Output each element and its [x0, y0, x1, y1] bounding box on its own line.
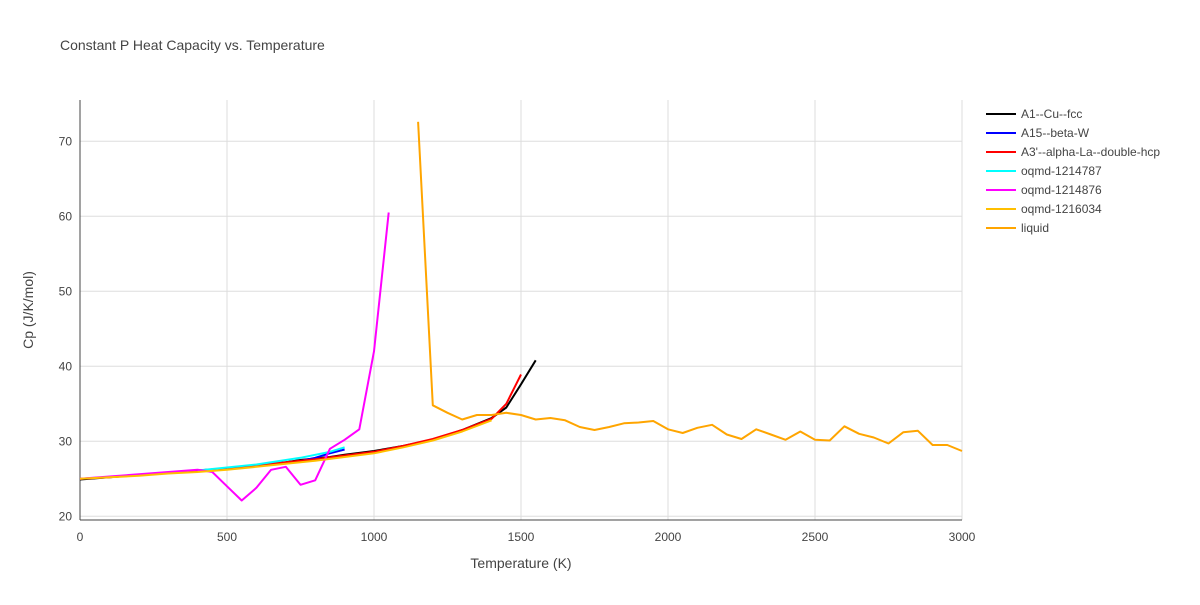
legend-label: oqmd-1214876	[1021, 183, 1102, 197]
legend: A1--Cu--fcc A15--beta-W A3'--alpha-La--dou…	[986, 107, 1160, 235]
y-tick-label: 40	[59, 359, 73, 373]
legend-label: oqmd-1216034	[1021, 202, 1102, 216]
series-line-oqmd-1216034	[79, 419, 492, 480]
x-tick-label: 3000	[949, 530, 976, 544]
x-axis-label: Temperature (K)	[470, 555, 571, 571]
x-tick-label: 2000	[655, 530, 682, 544]
series-line-liquid	[417, 121, 963, 452]
series-line-oqmd-1214787	[197, 446, 345, 472]
x-tick-label: 2500	[802, 530, 829, 544]
legend-item-oqmd-1216034[interactable]: oqmd-1216034	[986, 202, 1102, 216]
x-tick-label: 1500	[508, 530, 535, 544]
y-tick-label: 30	[59, 434, 73, 448]
y-tick-label: 50	[59, 284, 73, 298]
series-group	[79, 121, 963, 502]
series-line-oqmd-1214876	[79, 212, 390, 502]
legend-item-a15-beta-w[interactable]: A15--beta-W	[986, 126, 1090, 140]
legend-item-oqmd-1214787[interactable]: oqmd-1214787	[986, 164, 1102, 178]
x-tick-label: 500	[217, 530, 237, 544]
legend-item-liquid[interactable]: liquid	[986, 221, 1049, 235]
y-tick-label: 60	[59, 209, 73, 223]
x-tick-label: 1000	[361, 530, 388, 544]
y-tick-label: 20	[59, 509, 73, 523]
y-tick-label: 70	[59, 134, 73, 148]
axes	[79, 100, 962, 521]
chart-title: Constant P Heat Capacity vs. Temperature	[60, 37, 325, 53]
legend-item-oqmd-1214876[interactable]: oqmd-1214876	[986, 183, 1102, 197]
legend-label: A15--beta-W	[1021, 126, 1090, 140]
legend-label: liquid	[1021, 221, 1049, 235]
grid	[80, 100, 963, 520]
legend-label: A3'--alpha-La--double-hcp	[1021, 145, 1160, 159]
x-tick-label: 0	[77, 530, 84, 544]
legend-item-a1-cu-fcc[interactable]: A1--Cu--fcc	[986, 107, 1082, 121]
legend-item-a3-alpha-la-double-hcp[interactable]: A3'--alpha-La--double-hcp	[986, 145, 1160, 159]
tick-labels: 0 500 1000 1500 2000 2500 3000 20 30 40 50 60 70	[59, 134, 976, 544]
legend-label: A1--Cu--fcc	[1021, 107, 1082, 121]
legend-label: oqmd-1214787	[1021, 164, 1102, 178]
y-axis-label: Cp (J/K/mol)	[20, 271, 36, 349]
